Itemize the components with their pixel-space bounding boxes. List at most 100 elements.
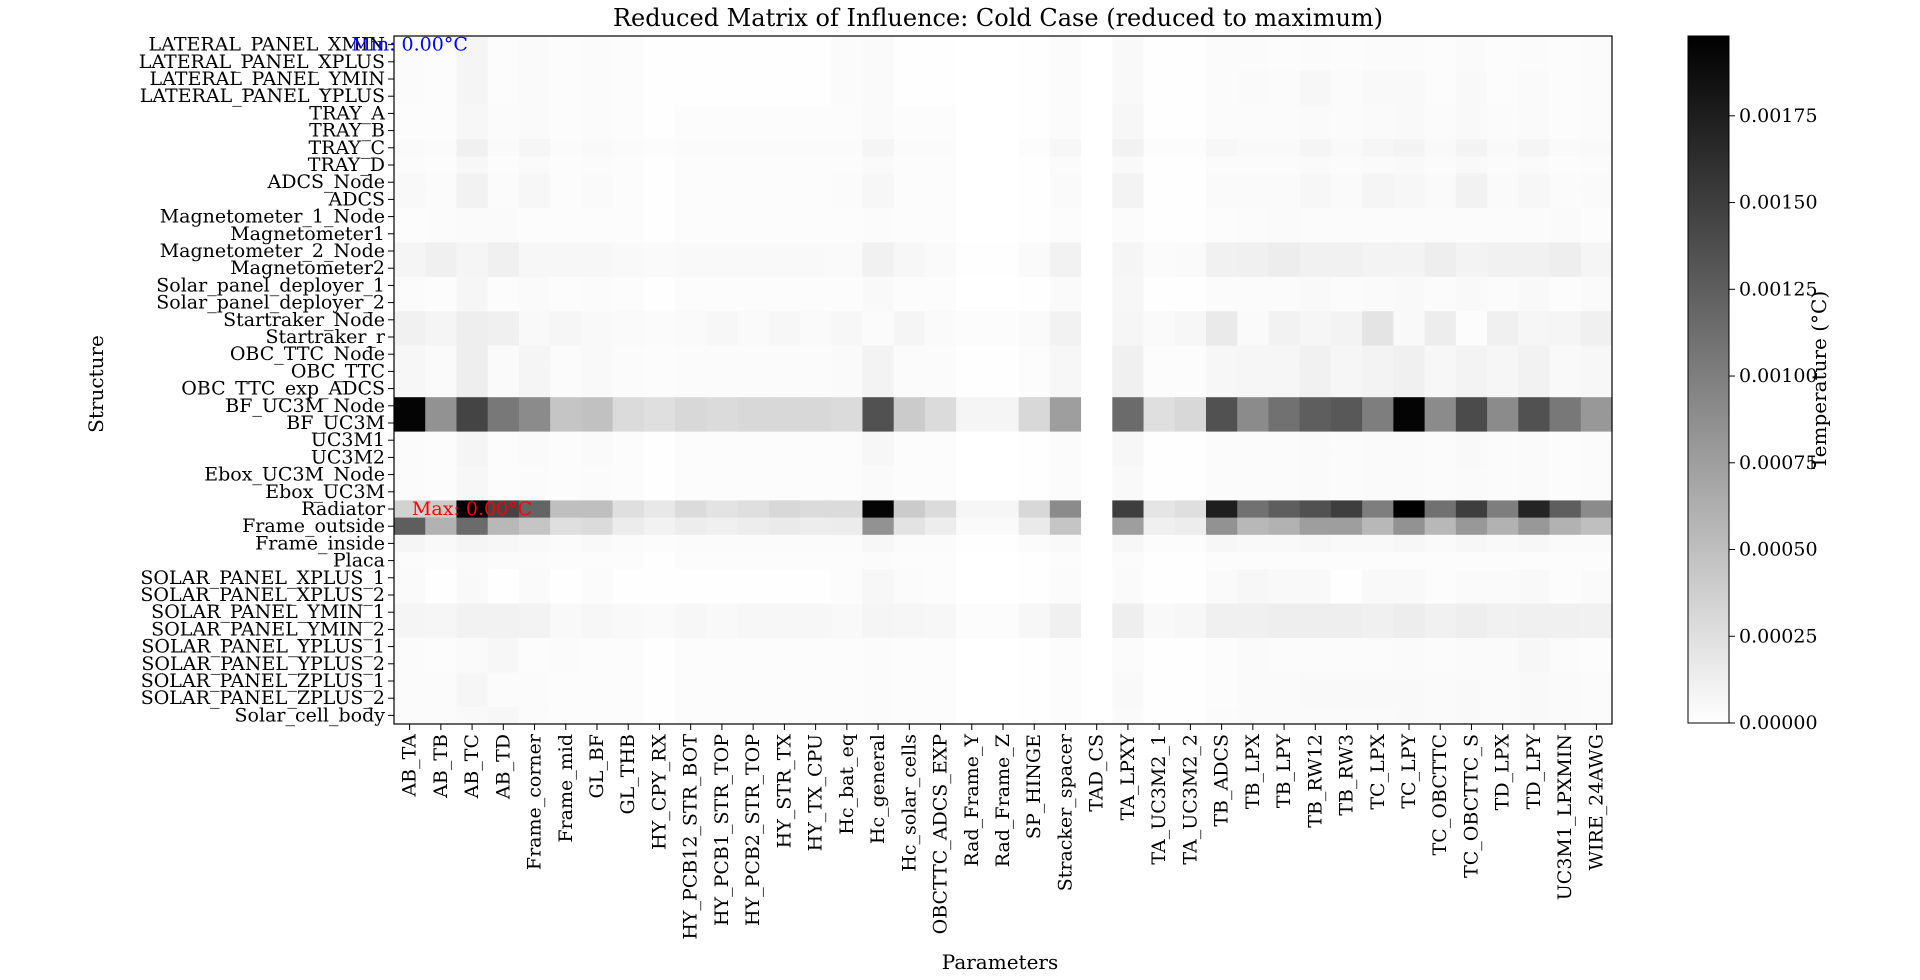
heatmap-cell [706, 586, 739, 605]
heatmap-cell [737, 586, 770, 605]
heatmap-cell [1174, 397, 1207, 415]
heatmap-cell [956, 672, 988, 691]
heatmap-cell [956, 70, 988, 89]
x-tick-label: TAD_CS [1086, 734, 1108, 812]
heatmap-cell [1049, 173, 1082, 192]
heatmap-cell [893, 620, 926, 639]
heatmap-cell [487, 672, 520, 691]
heatmap-cell [1206, 414, 1238, 433]
heatmap-cell [1299, 139, 1332, 157]
heatmap-cell [1174, 466, 1207, 484]
heatmap-cell [956, 603, 988, 622]
heatmap-cell [643, 638, 676, 656]
heatmap-cell [800, 603, 832, 622]
heatmap-cell [425, 259, 458, 278]
heatmap-cell [862, 294, 895, 312]
heatmap-cell [1268, 70, 1301, 89]
heatmap-cell [612, 552, 645, 570]
y-tick-label: SOLAR_PANEL_YMIN_2 [151, 618, 385, 640]
heatmap-cell [1393, 380, 1426, 398]
heatmap-cell [1362, 53, 1394, 71]
heatmap-cell [987, 380, 1020, 398]
heatmap-cell [956, 362, 988, 381]
heatmap-cell [862, 190, 895, 209]
heatmap-cell [1580, 672, 1613, 691]
heatmap-cell [768, 448, 801, 467]
heatmap-cell [800, 569, 832, 587]
heatmap-cell [394, 569, 426, 587]
heatmap-cell [1206, 259, 1238, 278]
heatmap-cell [1237, 276, 1270, 295]
heatmap-cell [581, 414, 614, 433]
heatmap-cell [675, 689, 707, 708]
heatmap-cell [1455, 328, 1488, 347]
y-tick-label: TRAY_A [309, 102, 385, 124]
heatmap-cell [1424, 483, 1457, 501]
heatmap-cell [1299, 122, 1332, 140]
heatmap-cell [487, 500, 520, 519]
heatmap-cell [893, 672, 926, 691]
heatmap-cell [425, 414, 458, 433]
heatmap-cell [1362, 534, 1394, 553]
heatmap-cell [1362, 448, 1394, 467]
heatmap-cell [1268, 534, 1301, 553]
heatmap-cell [956, 328, 988, 347]
heatmap-cell [1143, 448, 1176, 467]
heatmap-cell [1580, 638, 1613, 656]
heatmap-cell [425, 431, 458, 450]
heatmap-cell [1206, 397, 1238, 415]
heatmap-cell [1393, 362, 1426, 381]
heatmap-cell [1268, 139, 1301, 157]
heatmap-cell [737, 397, 770, 415]
colorbar-tick-label: 0.00025 [1739, 625, 1818, 647]
heatmap-cell [987, 706, 1020, 725]
heatmap-cell [987, 603, 1020, 622]
heatmap-cell [862, 173, 895, 192]
y-axis-label: Structure [84, 335, 108, 433]
heatmap-cell [1206, 620, 1238, 639]
heatmap-cell [924, 586, 957, 605]
heatmap-cell [831, 620, 864, 639]
heatmap-cell [675, 517, 707, 536]
heatmap-cell [800, 397, 832, 415]
heatmap-cell [394, 36, 426, 54]
heatmap-cell [581, 483, 614, 501]
heatmap-cell [581, 345, 614, 364]
heatmap-cell [862, 620, 895, 639]
heatmap-cell [1206, 380, 1238, 398]
heatmap-cell [1299, 190, 1332, 209]
heatmap-cell [518, 225, 551, 243]
heatmap-cell [956, 311, 988, 329]
heatmap-cell [800, 500, 832, 519]
x-tick-label: Rad_Frame_Z [992, 734, 1014, 867]
heatmap-cell [456, 706, 489, 725]
heatmap-cell [1580, 173, 1613, 192]
heatmap-cell [1487, 552, 1519, 570]
heatmap-cell [737, 36, 770, 54]
heatmap-cell [956, 569, 988, 587]
heatmap-cell [706, 483, 739, 501]
heatmap-cell [1237, 362, 1270, 381]
heatmap-cell [987, 87, 1020, 106]
heatmap-cell [612, 620, 645, 639]
heatmap-cell [1580, 517, 1613, 536]
y-tick-label: BF_UC3M_Node [225, 395, 385, 417]
heatmap-cell [893, 603, 926, 622]
heatmap-cell [1393, 225, 1426, 243]
heatmap-cell [893, 706, 926, 725]
heatmap-cell [1299, 620, 1332, 639]
heatmap-cell [1112, 431, 1145, 450]
heatmap-cell [1424, 294, 1457, 312]
heatmap-cell [800, 448, 832, 467]
heatmap-cell [1487, 414, 1519, 433]
heatmap-cell [1362, 414, 1394, 433]
heatmap-cell [1424, 655, 1457, 673]
heatmap-cell [1018, 345, 1051, 364]
heatmap-cell [1518, 603, 1551, 622]
heatmap-cell [643, 122, 676, 140]
heatmap-cell [1455, 311, 1488, 329]
heatmap-cell [1237, 431, 1270, 450]
heatmap-cell [1237, 638, 1270, 656]
heatmap-cell [800, 414, 832, 433]
heatmap-cell [956, 397, 988, 415]
